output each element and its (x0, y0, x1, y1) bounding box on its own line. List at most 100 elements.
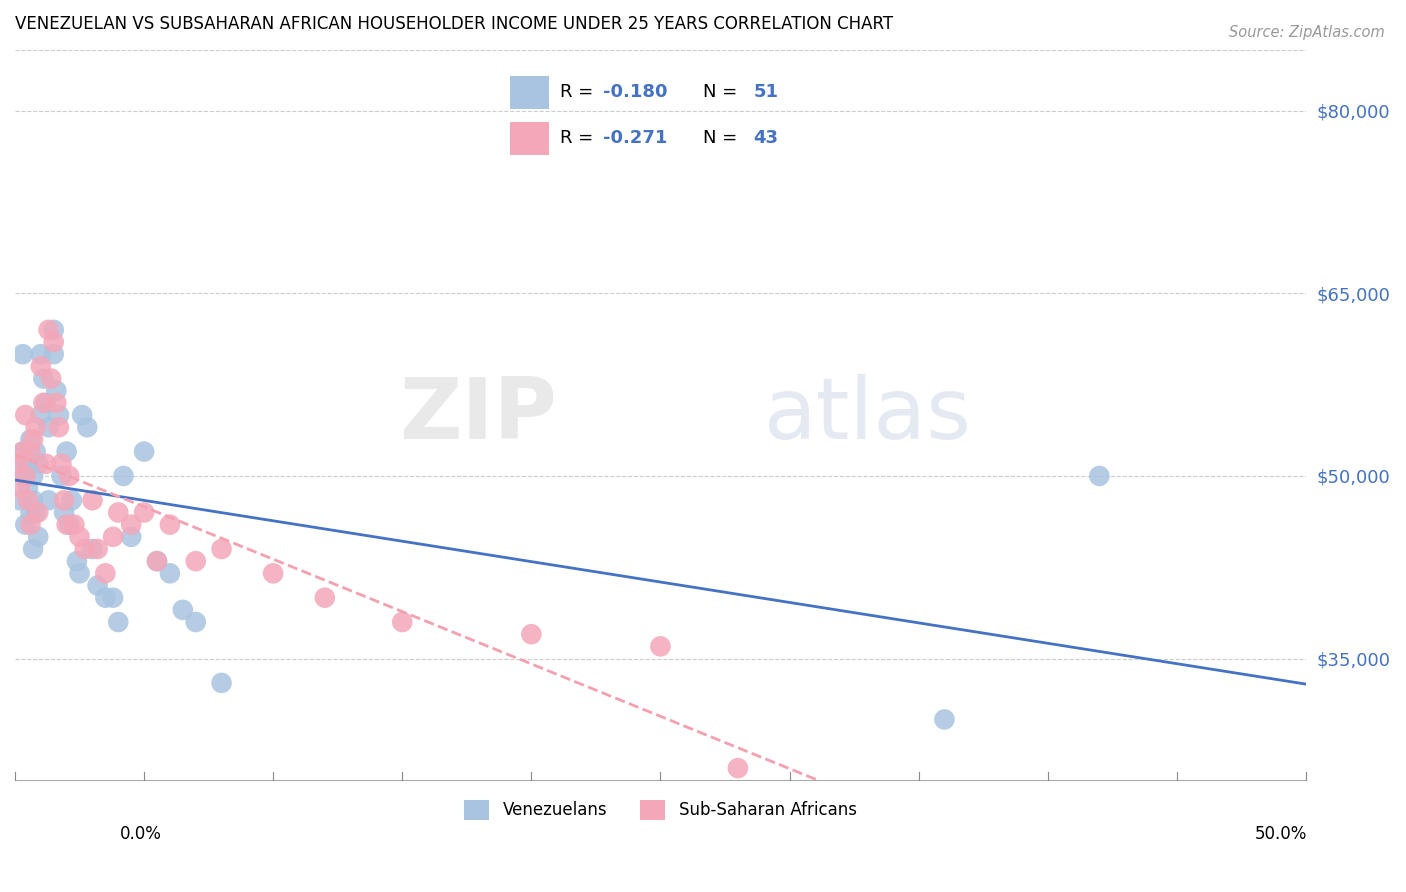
Point (55, 444, 77, 458)
Point (650, 640, 672, 654)
Point (32, 371, 55, 385)
Point (7, 457, 30, 471)
Point (60, 493, 83, 508)
Point (14, 517, 37, 532)
Text: 50.0%: 50.0% (1256, 825, 1308, 843)
Point (14, 469, 37, 483)
Point (69, 566, 91, 581)
Text: 43: 43 (754, 129, 779, 147)
Text: atlas: atlas (763, 374, 972, 457)
Point (146, 554, 169, 568)
Point (30, 408, 52, 422)
Text: -0.180: -0.180 (603, 83, 668, 101)
Point (22, 433, 45, 447)
Point (184, 554, 207, 568)
Point (107, 506, 129, 520)
Point (112, 469, 135, 483)
Point (45, 384, 67, 398)
Point (132, 444, 155, 458)
Point (120, 517, 142, 532)
Legend: Venezuelans, Sub-Saharan Africans: Venezuelans, Sub-Saharan Africans (457, 793, 863, 827)
Point (11, 444, 34, 458)
Point (86, 578, 108, 592)
Point (58, 469, 80, 483)
Text: ZIP: ZIP (399, 374, 557, 457)
Point (211, 541, 233, 556)
Point (66, 554, 89, 568)
Point (22, 469, 45, 483)
Point (27, 506, 49, 520)
Point (63, 517, 86, 532)
Point (391, 615, 413, 629)
Point (14, 469, 37, 483)
Point (22, 541, 45, 556)
Text: R =: R = (560, 83, 599, 101)
Point (101, 530, 124, 544)
Point (17, 481, 39, 495)
Point (132, 506, 155, 520)
Point (82, 493, 104, 508)
Point (17, 457, 39, 471)
Point (8, 481, 31, 495)
Point (51, 469, 73, 483)
Point (69, 530, 91, 544)
Point (7, 457, 30, 471)
Point (172, 603, 194, 617)
Point (38, 323, 60, 337)
Point (520, 627, 543, 641)
Title: VENEZUELAN VS SUBSAHARAN AFRICAN HOUSEHOLDER INCOME UNDER 25 YEARS CORRELATION C: VENEZUELAN VS SUBSAHARAN AFRICAN HOUSEHO… (15, 15, 893, 33)
Point (101, 591, 124, 605)
Point (184, 615, 207, 629)
Point (120, 530, 142, 544)
Point (42, 323, 65, 337)
Point (86, 541, 108, 556)
Point (45, 396, 67, 410)
Point (24, 444, 46, 458)
Point (82, 541, 104, 556)
Point (159, 517, 181, 532)
Point (70, 408, 93, 422)
Text: 51: 51 (754, 83, 779, 101)
Point (27, 530, 49, 544)
Point (727, 761, 749, 775)
Point (17, 493, 39, 508)
Point (27, 457, 49, 471)
FancyBboxPatch shape (510, 122, 550, 155)
Point (94, 566, 117, 581)
Point (73, 541, 96, 556)
Point (11, 347, 34, 361)
Point (76, 420, 98, 434)
Point (14, 408, 37, 422)
Point (48, 408, 70, 422)
Point (32, 396, 55, 410)
Point (94, 591, 117, 605)
Point (314, 591, 336, 605)
Point (55, 517, 77, 532)
Point (53, 506, 76, 520)
Point (24, 506, 46, 520)
FancyBboxPatch shape (510, 76, 550, 109)
Point (20, 506, 42, 520)
Point (159, 566, 181, 581)
Point (53, 493, 76, 508)
Point (58, 517, 80, 532)
Text: 0.0%: 0.0% (120, 825, 162, 843)
Point (1088, 469, 1111, 483)
Point (146, 554, 169, 568)
Point (8, 493, 31, 508)
Text: -0.271: -0.271 (603, 129, 668, 147)
Point (30, 347, 52, 361)
Point (934, 713, 956, 727)
Point (48, 420, 70, 434)
Text: Source: ZipAtlas.com: Source: ZipAtlas.com (1229, 25, 1385, 40)
Point (20, 433, 42, 447)
Point (11, 444, 34, 458)
Point (35, 457, 58, 471)
Point (42, 347, 65, 361)
Point (39, 371, 62, 385)
Point (262, 566, 284, 581)
Point (211, 676, 233, 690)
Point (20, 444, 42, 458)
Point (42, 334, 65, 349)
Point (38, 493, 60, 508)
